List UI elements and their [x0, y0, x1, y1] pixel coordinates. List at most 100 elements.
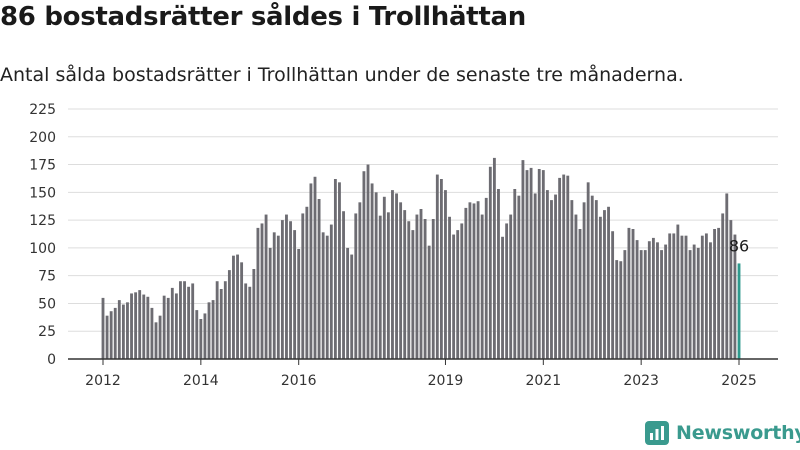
bar [497, 189, 500, 359]
bar [187, 286, 191, 359]
bar [444, 190, 447, 359]
bar [338, 182, 341, 359]
bar [492, 157, 496, 359]
bar [439, 179, 443, 359]
x-tick-label: 2023 [623, 373, 659, 389]
bar [619, 261, 623, 359]
bar [309, 183, 313, 359]
bar [313, 176, 317, 359]
bar [733, 234, 737, 359]
bar [554, 194, 557, 359]
bar [713, 229, 716, 359]
y-tick-label: 100 [29, 241, 56, 257]
x-tick-label: 2021 [525, 373, 561, 389]
x-tick-label: 2025 [721, 373, 757, 389]
y-tick-label: 200 [29, 130, 56, 146]
brand-logo: Newsworthy [645, 419, 800, 447]
bar [354, 213, 358, 359]
bar [688, 250, 692, 359]
bar [411, 230, 415, 359]
bar [586, 182, 590, 359]
bar [158, 315, 162, 359]
gridlines [68, 108, 778, 332]
bar [105, 315, 109, 359]
bar [285, 214, 288, 359]
bar [293, 230, 297, 359]
bar [329, 224, 333, 359]
bar [395, 193, 398, 359]
bar [366, 164, 370, 359]
bar [709, 242, 712, 359]
bar [317, 199, 321, 359]
bar [578, 229, 582, 359]
bar [717, 227, 721, 359]
bar [170, 287, 174, 359]
bar [607, 206, 610, 359]
bar [223, 281, 227, 359]
bar [142, 294, 146, 359]
bar [236, 254, 239, 359]
bar [598, 216, 602, 359]
bar [199, 319, 203, 359]
y-tick-label: 225 [29, 102, 56, 118]
bar [562, 174, 566, 359]
bar [150, 307, 154, 359]
bar [468, 202, 472, 359]
bar [692, 244, 696, 359]
y-tick-label: 25 [38, 324, 56, 340]
bar [704, 233, 708, 359]
bar [603, 210, 606, 359]
bar [240, 262, 244, 359]
bar [301, 213, 305, 359]
bar [664, 244, 668, 359]
x-tick-label: 2016 [281, 373, 317, 389]
y-axis: 0 25 50 75 100 125 150 175 200 225 [29, 102, 56, 368]
bar [101, 297, 105, 359]
bar [464, 207, 468, 359]
bar [545, 190, 549, 359]
bar [207, 302, 211, 359]
bar [227, 270, 231, 359]
bar [289, 221, 292, 359]
bar [370, 183, 374, 359]
y-tick-label: 175 [29, 158, 56, 174]
bar [121, 304, 125, 359]
bar [333, 179, 337, 359]
bar [550, 200, 553, 359]
bar [166, 297, 170, 359]
bar [325, 235, 329, 359]
bar [721, 213, 725, 359]
bar [631, 229, 635, 359]
bar [656, 242, 659, 359]
bar [260, 223, 264, 359]
bar [211, 300, 215, 359]
bar [529, 167, 533, 359]
bar [378, 215, 382, 359]
bar [113, 307, 117, 359]
bar [232, 255, 235, 359]
bar [505, 223, 509, 359]
bar [643, 250, 647, 359]
bar [244, 283, 248, 359]
bar [362, 171, 366, 359]
bar [488, 166, 492, 359]
bar [521, 160, 525, 359]
bar [350, 254, 354, 359]
bar [590, 195, 594, 359]
bar [130, 293, 133, 359]
bar [117, 300, 121, 359]
bar [399, 202, 403, 359]
bar [537, 169, 541, 359]
bar [174, 293, 178, 359]
bar [676, 224, 680, 359]
bar [154, 322, 158, 359]
bar [427, 245, 431, 359]
bar [680, 235, 684, 359]
bar [660, 250, 663, 359]
bar [342, 211, 345, 359]
bar [541, 170, 545, 359]
bar [179, 281, 182, 359]
bar [346, 247, 350, 359]
x-axis: 2012 2014 2016 2019 2021 2023 2025 [85, 359, 757, 389]
